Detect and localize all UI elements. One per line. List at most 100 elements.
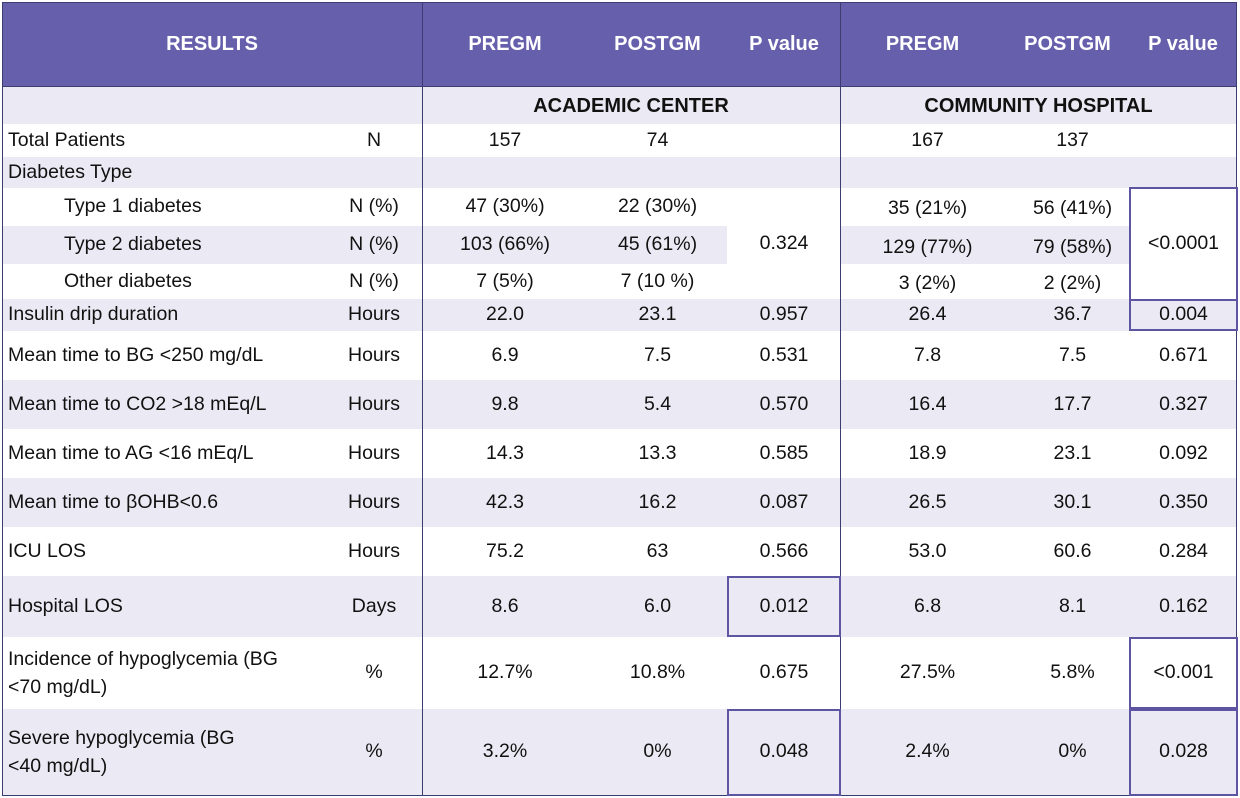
- unit-hypoglycemia: %: [365, 661, 383, 684]
- value-insulin-ch-post: 36.7: [1053, 303, 1092, 326]
- header-pregm-academic: PREGM: [468, 33, 542, 55]
- value-hosp-ch-pre: 6.8: [913, 594, 942, 617]
- band-co2: [2, 380, 1237, 429]
- value-icu-ac-pre: 75.2: [486, 539, 524, 562]
- value-hypo-ch-pre: 27.5%: [899, 661, 956, 684]
- section-community-hospital: COMMUNITY HOSPITAL: [924, 94, 1153, 117]
- value-severe-ac-post: 0%: [643, 740, 672, 763]
- pvalue-hypo-ac: 0.675: [759, 661, 809, 684]
- unit-bohb: Hours: [347, 490, 401, 513]
- value-severe-ch-pre: 2.4%: [905, 740, 950, 763]
- header-pvalue-academic: P value: [749, 33, 819, 55]
- value-insulin-ac-pre: 22.0: [486, 303, 524, 326]
- band-type2-ch: [840, 226, 1130, 264]
- value-bg250-ac-pre: 6.9: [491, 343, 519, 366]
- value-ag-ch-post: 23.1: [1053, 441, 1092, 464]
- value-bohb-ac-post: 16.2: [638, 490, 677, 513]
- value-type2-ac-post: 45 (61%): [617, 233, 698, 256]
- value-total-ch-post: 137: [1056, 128, 1089, 151]
- unit-ag: Hours: [347, 441, 401, 464]
- value-type2-ch-pre: 129 (77%): [882, 236, 973, 259]
- value-total-ch-pre: 167: [911, 128, 944, 151]
- band-type2: [2, 226, 727, 264]
- value-other-ac-pre: 7 (5%): [476, 269, 534, 292]
- value-type1-ac-pre: 47 (30%): [465, 195, 545, 218]
- header-pregm-community: PREGM: [885, 33, 960, 55]
- pvalue-bg250-ch: 0.671: [1159, 343, 1208, 366]
- pvalue-bohb-ch: 0.350: [1159, 490, 1208, 513]
- unit-type1: N (%): [349, 195, 399, 218]
- row-label-severe-hypoglycemia: Severe hypoglycemia (BG <40 mg/dL): [8, 727, 235, 777]
- value-type2-ch-post: 79 (58%): [1032, 236, 1113, 259]
- row-label-ag: Mean time to AG <16 mEq/L: [8, 441, 254, 464]
- value-other-ch-pre: 3 (2%): [898, 271, 957, 294]
- header-bottom-line: [2, 86, 1237, 87]
- unit-bg250: Hours: [347, 343, 401, 366]
- value-total-ac-post: 74: [646, 128, 669, 151]
- value-bg250-ch-pre: 7.8: [913, 343, 942, 366]
- value-bohb-ac-pre: 42.3: [486, 490, 524, 513]
- border-top: [2, 2, 1237, 3]
- value-hosp-ch-post: 8.1: [1058, 594, 1087, 617]
- pvalue-bg250-ac: 0.531: [759, 343, 809, 366]
- row-label-bohb: Mean time to βOHB<0.6: [8, 490, 219, 513]
- pvalue-co2-ac: 0.570: [759, 392, 809, 415]
- value-severe-ch-post: 0%: [1058, 740, 1087, 763]
- row-label-icu-los: ICU LOS: [8, 539, 87, 562]
- value-type2-ac-pre: 103 (66%): [460, 233, 550, 256]
- value-bohb-ch-post: 30.1: [1053, 490, 1092, 513]
- row-label-insulin: Insulin drip duration: [8, 303, 179, 326]
- value-co2-ac-pre: 9.8: [491, 392, 519, 415]
- header-results: RESULTS: [166, 33, 258, 55]
- pvalue-diabetes-ch: <0.0001: [1147, 231, 1220, 254]
- value-severe-ac-pre: 3.2%: [482, 740, 528, 763]
- value-hosp-ac-post: 6.0: [643, 594, 672, 617]
- row-label-hospital-los: Hospital LOS: [8, 594, 123, 617]
- divider-academic: [422, 2, 423, 795]
- value-hypo-ac-pre: 12.7%: [477, 661, 533, 684]
- pvalue-hosp-ac: 0.012: [759, 594, 809, 617]
- pvalue-co2-ch: 0.327: [1159, 392, 1208, 415]
- unit-co2: Hours: [347, 392, 401, 415]
- header-band: [2, 2, 1237, 86]
- header-pvalue-community: P value: [1148, 33, 1218, 55]
- header-postgm-community: POSTGM: [1024, 33, 1111, 55]
- value-other-ch-post: 2 (2%): [1043, 271, 1102, 294]
- band-diabetes: [2, 157, 1237, 188]
- value-ag-ch-pre: 18.9: [908, 441, 947, 464]
- value-icu-ch-post: 60.6: [1053, 539, 1092, 562]
- pvalue-ag-ac: 0.585: [759, 441, 809, 464]
- value-bg250-ac-post: 7.5: [643, 343, 672, 366]
- value-hosp-ac-pre: 8.6: [491, 594, 519, 617]
- row-label-type1: Type 1 diabetes: [64, 195, 202, 218]
- pvalue-bohb-ac: 0.087: [759, 490, 809, 513]
- border-bottom: [2, 795, 1237, 796]
- pvalue-hosp-ch: 0.162: [1159, 594, 1208, 617]
- value-icu-ch-pre: 53.0: [908, 539, 947, 562]
- band-bohb: [2, 478, 1237, 527]
- unit-type2: N (%): [349, 233, 399, 256]
- header-postgm-academic: POSTGM: [614, 33, 701, 55]
- value-hypo-ac-post: 10.8%: [629, 661, 686, 684]
- pvalue-insulin-ac: 0.957: [759, 303, 809, 326]
- unit-total-patients: N: [366, 128, 382, 151]
- section-academic-center: ACADEMIC CENTER: [533, 94, 729, 117]
- value-type1-ac-post: 22 (30%): [617, 195, 698, 218]
- band-insulin: [2, 299, 1237, 331]
- pvalue-ag-ch: 0.092: [1159, 441, 1208, 464]
- value-co2-ch-pre: 16.4: [908, 392, 947, 415]
- value-insulin-ac-post: 23.1: [638, 303, 677, 326]
- unit-hospital-los: Days: [351, 594, 397, 617]
- value-total-ac-pre: 157: [488, 128, 522, 151]
- unit-icu-los: Hours: [347, 539, 401, 562]
- pvalue-insulin-ch: 0.004: [1159, 303, 1208, 326]
- value-other-ac-post: 7 (10 %): [620, 269, 695, 292]
- band-severe: [2, 709, 1237, 795]
- pvalue-icu-ac: 0.566: [759, 539, 809, 562]
- value-co2-ac-post: 5.4: [643, 392, 672, 415]
- pvalue-severe-ch: 0.028: [1159, 740, 1208, 763]
- unit-severe-hypoglycemia: %: [365, 740, 383, 763]
- border-right: [1236, 2, 1237, 795]
- value-type1-ch-post: 56 (41%): [1032, 197, 1113, 220]
